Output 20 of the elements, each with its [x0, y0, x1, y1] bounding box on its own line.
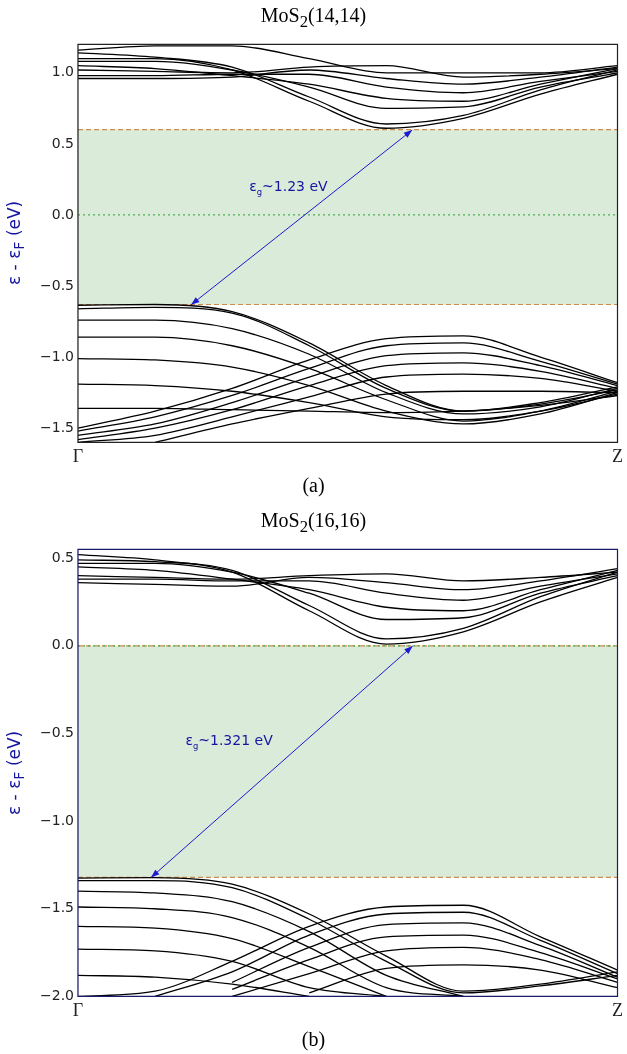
text: (a) [301, 474, 326, 497]
y-tick-label: −0.5 [40, 276, 74, 293]
y-tick-label: −0.5 [40, 724, 74, 741]
text: (b) [300, 1028, 327, 1051]
y-tick-label: 0.0 [51, 205, 74, 222]
y-tick-label: 0.0 [51, 636, 74, 653]
y-tick-label: −1.5 [40, 899, 74, 916]
y-tick-label: −1.0 [40, 811, 74, 828]
y-tick-label: 0.5 [51, 548, 74, 565]
y-tick-label: −2.0 [40, 987, 74, 1004]
x-tick-label: Z [612, 999, 623, 1020]
chart-title: MoS$_{2}$(16,16) [259, 509, 368, 537]
y-tick-label: −1.0 [40, 347, 74, 364]
x-tick-label: Z [612, 445, 623, 466]
x-tick-label: Γ [72, 999, 84, 1020]
y-tick-label: 0.5 [51, 134, 74, 151]
x-tick-label: Γ [72, 445, 84, 466]
chart-title: MoS$_{2}$(14,14) [259, 4, 368, 32]
y-tick-label: −1.5 [40, 418, 74, 435]
y-tick-label: 1.0 [51, 63, 74, 80]
